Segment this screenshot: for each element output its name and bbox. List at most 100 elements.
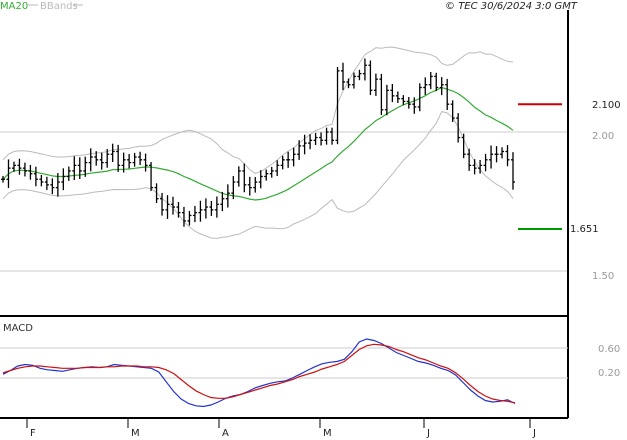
ohlc-bar	[61, 168, 66, 191]
ohlc-bar	[412, 97, 417, 114]
copyright-text: © TEC 30/6/2024 3:0 GMT	[445, 1, 578, 12]
ohlc-bar	[231, 176, 236, 200]
x-tick-label: M	[323, 428, 332, 439]
ohlc-bar	[494, 146, 499, 163]
x-tick-label: A	[222, 428, 229, 439]
ohlc-bar	[395, 91, 400, 103]
ohlc-bar	[489, 145, 494, 169]
ohlc-bar	[379, 73, 384, 116]
ohlc-bar	[149, 162, 154, 191]
x-tick-label: M	[131, 428, 140, 439]
ohlc-bar	[401, 95, 406, 105]
ohlc-bar	[6, 159, 11, 188]
ohlc-bar	[362, 58, 367, 81]
ohlc-bar	[209, 200, 214, 216]
x-tick-label: J	[426, 428, 430, 439]
bb-upper-line	[2, 46, 514, 175]
ohlc-bar	[417, 83, 422, 112]
ohlc-bar	[461, 133, 466, 159]
ohlc-bar	[445, 78, 450, 111]
ohlc-bar	[313, 132, 318, 145]
x-tick-label: F	[30, 428, 36, 439]
macd-line	[2, 338, 516, 408]
ohlc-bar	[275, 160, 280, 177]
support-level-label: 1.651	[570, 224, 599, 235]
bb-lower-line	[2, 111, 514, 239]
ohlc-bar	[94, 151, 99, 166]
ohlc-bar	[154, 183, 159, 204]
ohlc-bar	[297, 140, 302, 160]
ohlc-bar	[44, 176, 49, 191]
ohlc-bar	[450, 100, 455, 122]
ohlc-bar	[472, 159, 477, 175]
ohlc-bar	[291, 147, 296, 167]
ohlc-bar	[99, 152, 104, 170]
ohlc-bar	[160, 192, 165, 216]
ohlc-bar	[171, 196, 175, 215]
ohlc-bar	[116, 144, 121, 172]
ohlc-bar	[83, 156, 88, 177]
y-tick-label-1-50: 1.50	[592, 271, 614, 282]
legend-bbands: BBands	[40, 1, 78, 12]
ohlc-bar	[258, 170, 263, 189]
ohlc-bar	[165, 195, 170, 219]
ohlc-bar	[28, 164, 33, 180]
ohlc-bar	[236, 166, 241, 187]
ohlc-bar	[308, 134, 313, 150]
ohlc-bar	[434, 72, 439, 92]
ohlc-bar	[11, 161, 16, 172]
ohlc-bar	[110, 143, 115, 163]
ohlc-bar	[77, 157, 82, 180]
ohlc-bar	[253, 177, 258, 193]
ohlc-bar	[39, 174, 44, 187]
ohlc-bar	[505, 145, 510, 167]
ohlc-bar	[428, 71, 433, 90]
ohlc-bar	[138, 151, 143, 166]
ohlc-bar	[242, 163, 247, 193]
ohlc-bar	[302, 134, 307, 155]
ohlc-bar	[341, 62, 345, 91]
ohlc-bar	[390, 84, 395, 103]
ohlc-bar	[88, 148, 93, 172]
ohlc-bar	[280, 155, 285, 170]
ohlc-bar	[214, 196, 219, 218]
ohlc-bar	[346, 78, 351, 89]
bollinger-bands	[2, 46, 514, 239]
ohlc-bar	[72, 156, 77, 181]
ohlc-bar	[511, 152, 515, 190]
macd-lines	[2, 338, 516, 408]
price-panel: 2.100 1.651 2.00 1.50	[0, 10, 621, 315]
ohlc-bar	[423, 77, 428, 95]
legend-ma20: MA20	[0, 1, 28, 12]
price-bars	[1, 58, 515, 227]
ohlc-bar	[192, 205, 197, 223]
ohlc-bar	[357, 69, 362, 81]
ohlc-bar	[319, 132, 324, 146]
x-tick-label: J	[532, 428, 536, 439]
ohlc-bar	[269, 166, 274, 178]
ohlc-bar	[127, 154, 132, 169]
macd-y-tick-0-20: 0.20	[598, 368, 620, 379]
ohlc-bar	[225, 184, 230, 208]
macd-title: MACD	[3, 323, 33, 334]
ohlc-bar	[143, 153, 148, 172]
ohlc-bar	[406, 96, 411, 109]
ohlc-bar	[247, 176, 252, 196]
price-panel-bg	[0, 10, 568, 315]
ohlc-bar	[17, 158, 22, 175]
ohlc-bar	[456, 113, 461, 143]
ohlc-bar	[335, 67, 340, 145]
ohlc-bar	[105, 149, 110, 168]
ohlc-bar	[500, 147, 505, 159]
chart-legend: MA20 BBands	[0, 1, 83, 12]
ohlc-bar	[324, 127, 329, 145]
ohlc-bar	[181, 206, 186, 227]
ohlc-bar	[384, 84, 389, 116]
ma20-line	[2, 86, 514, 201]
ohlc-bar	[483, 153, 488, 172]
ohlc-bar	[66, 166, 71, 181]
ohlc-bar	[220, 191, 225, 212]
ma20-path	[2, 86, 514, 201]
ohlc-bar	[187, 210, 192, 226]
ohlc-bar	[467, 148, 472, 171]
